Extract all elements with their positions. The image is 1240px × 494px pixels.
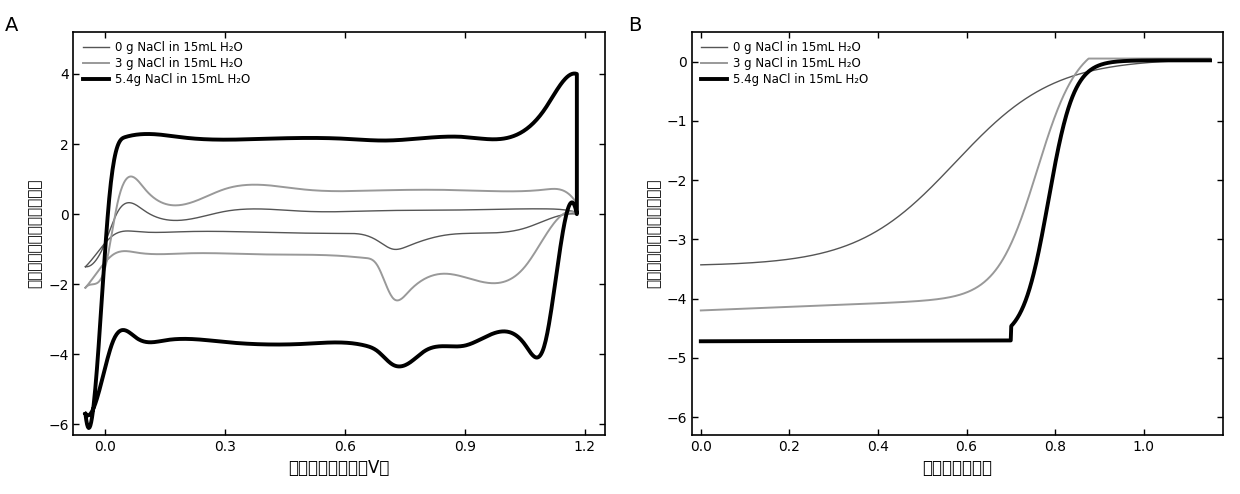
5.4g NaCl in 15mL H₂O (745, 338, 760, 344)
3 g NaCl in 15mL H₂O (544, 186, 559, 192)
0 g NaCl in 15mL H₂O (78, 264, 93, 270)
3 g NaCl in 15mL H₂O (389, 297, 404, 303)
5.4g NaCl in 15mL H₂O (409, 354, 424, 360)
Line: 0 g NaCl in 15mL H₂O: 0 g NaCl in 15mL H₂O (86, 203, 577, 267)
5.4g NaCl in 15mL H₂O (918, 338, 932, 344)
0 g NaCl in 15mL H₂O (78, 264, 93, 270)
0 g NaCl in 15mL H₂O (918, 190, 932, 196)
Line: 3 g NaCl in 15mL H₂O: 3 g NaCl in 15mL H₂O (86, 176, 577, 300)
Line: 5.4g NaCl in 15mL H₂O: 5.4g NaCl in 15mL H₂O (701, 60, 1210, 341)
0 g NaCl in 15mL H₂O (1043, 82, 1058, 88)
3 g NaCl in 15mL H₂O (693, 307, 708, 313)
0 g NaCl in 15mL H₂O (693, 262, 708, 268)
Line: 5.4g NaCl in 15mL H₂O: 5.4g NaCl in 15mL H₂O (86, 74, 577, 428)
0 g NaCl in 15mL H₂O (899, 207, 914, 213)
3 g NaCl in 15mL H₂O (78, 285, 93, 290)
3 g NaCl in 15mL H₂O (1100, 56, 1115, 62)
5.4g NaCl in 15mL H₂O (1043, 186, 1058, 192)
Y-axis label: 电流密度／毫安每平方厘米: 电流密度／毫安每平方厘米 (27, 179, 42, 288)
0 g NaCl in 15mL H₂O (208, 228, 223, 234)
0 g NaCl in 15mL H₂O (525, 206, 539, 212)
Line: 3 g NaCl in 15mL H₂O: 3 g NaCl in 15mL H₂O (701, 59, 1210, 310)
Legend: 0 g NaCl in 15mL H₂O, 3 g NaCl in 15mL H₂O, 5.4g NaCl in 15mL H₂O: 0 g NaCl in 15mL H₂O, 3 g NaCl in 15mL H… (79, 38, 253, 90)
Text: B: B (629, 16, 641, 35)
3 g NaCl in 15mL H₂O (918, 297, 932, 303)
5.4g NaCl in 15mL H₂O (1090, 63, 1105, 69)
3 g NaCl in 15mL H₂O (899, 299, 914, 305)
3 g NaCl in 15mL H₂O (208, 250, 223, 256)
0 g NaCl in 15mL H₂O (544, 206, 559, 212)
0 g NaCl in 15mL H₂O (1090, 67, 1105, 73)
5.4g NaCl in 15mL H₂O (78, 411, 93, 417)
5.4g NaCl in 15mL H₂O (244, 341, 259, 347)
3 g NaCl in 15mL H₂O (523, 188, 538, 194)
Legend: 0 g NaCl in 15mL H₂O, 3 g NaCl in 15mL H₂O, 5.4g NaCl in 15mL H₂O: 0 g NaCl in 15mL H₂O, 3 g NaCl in 15mL H… (698, 38, 872, 90)
3 g NaCl in 15mL H₂O (1081, 56, 1096, 62)
0 g NaCl in 15mL H₂O (79, 264, 94, 270)
3 g NaCl in 15mL H₂O (123, 173, 138, 179)
Text: A: A (5, 16, 17, 35)
5.4g NaCl in 15mL H₂O (544, 96, 559, 102)
5.4g NaCl in 15mL H₂O (567, 71, 582, 77)
0 g NaCl in 15mL H₂O (409, 240, 424, 246)
5.4g NaCl in 15mL H₂O (899, 338, 914, 344)
5.4g NaCl in 15mL H₂O (693, 338, 708, 344)
0 g NaCl in 15mL H₂O (1100, 65, 1115, 71)
3 g NaCl in 15mL H₂O (1091, 56, 1106, 62)
X-axis label: 标准氢电极电位: 标准氢电极电位 (923, 459, 993, 477)
0 g NaCl in 15mL H₂O (745, 260, 760, 266)
5.4g NaCl in 15mL H₂O (78, 411, 93, 417)
3 g NaCl in 15mL H₂O (244, 251, 259, 257)
3 g NaCl in 15mL H₂O (1203, 56, 1218, 62)
5.4g NaCl in 15mL H₂O (208, 338, 223, 344)
3 g NaCl in 15mL H₂O (1043, 126, 1058, 132)
3 g NaCl in 15mL H₂O (745, 305, 760, 311)
0 g NaCl in 15mL H₂O (244, 229, 259, 235)
Y-axis label: 电流密度／毫安每平方厘米: 电流密度／毫安每平方厘米 (646, 179, 661, 288)
0 g NaCl in 15mL H₂O (122, 200, 136, 206)
5.4g NaCl in 15mL H₂O (505, 330, 520, 336)
0 g NaCl in 15mL H₂O (1203, 57, 1218, 63)
0 g NaCl in 15mL H₂O (505, 228, 520, 234)
Line: 0 g NaCl in 15mL H₂O: 0 g NaCl in 15mL H₂O (701, 60, 1210, 265)
3 g NaCl in 15mL H₂O (410, 281, 425, 287)
5.4g NaCl in 15mL H₂O (1100, 60, 1115, 66)
5.4g NaCl in 15mL H₂O (523, 123, 538, 128)
3 g NaCl in 15mL H₂O (78, 285, 93, 290)
X-axis label: 标准氢电极电位（V）: 标准氢电极电位（V） (289, 459, 389, 477)
5.4g NaCl in 15mL H₂O (82, 425, 97, 431)
3 g NaCl in 15mL H₂O (506, 275, 521, 281)
5.4g NaCl in 15mL H₂O (1203, 57, 1218, 63)
